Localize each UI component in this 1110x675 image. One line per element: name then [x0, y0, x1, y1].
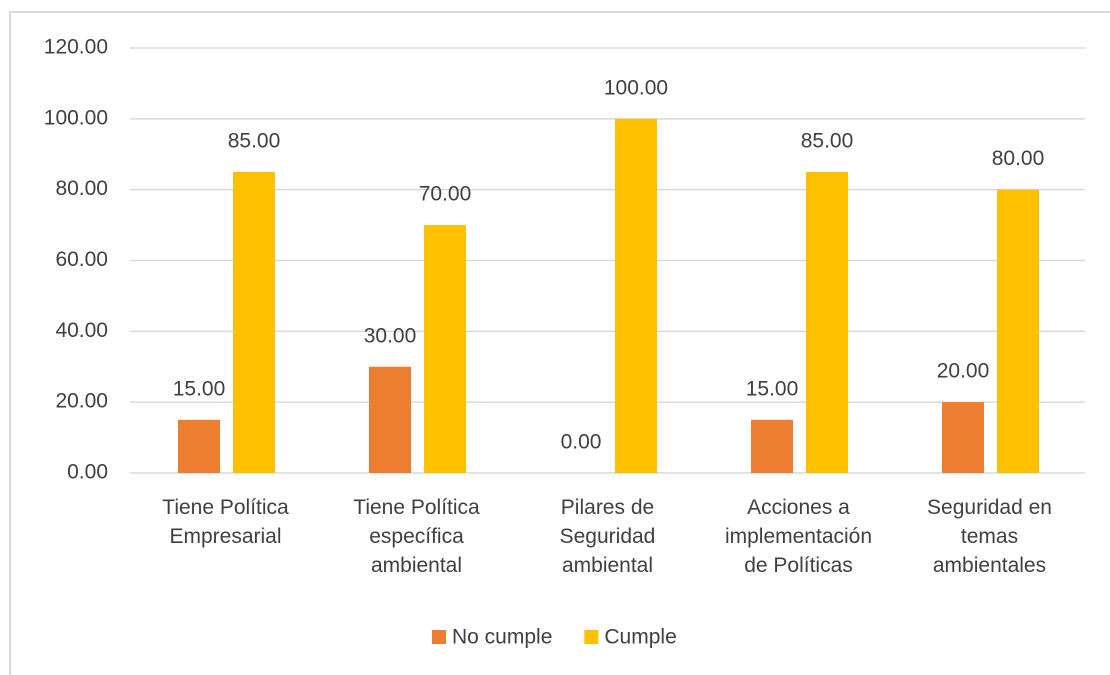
y-tick-label: 120.00	[44, 36, 108, 59]
data-label: 30.00	[364, 324, 417, 347]
legend-label: Cumple	[604, 626, 676, 649]
x-tick-label: Pilares de Seguridad ambiental	[559, 496, 656, 577]
bar	[615, 118, 657, 473]
data-label: 85.00	[228, 130, 281, 153]
bar	[424, 225, 466, 473]
x-tick-label: Acciones a implementación de Políticas	[724, 496, 873, 577]
data-label: 100.00	[604, 76, 668, 99]
x-tick-label: Seguridad en temas ambientales	[927, 496, 1052, 577]
bar	[751, 419, 793, 473]
bar	[806, 171, 848, 474]
y-tick-label: 20.00	[55, 390, 108, 413]
legend-swatch	[584, 630, 599, 644]
frame	[9, 11, 1110, 675]
y-tick-label: 100.00	[44, 106, 108, 129]
bar	[997, 189, 1039, 473]
y-tick-label: 40.00	[55, 319, 108, 342]
y-tick-label: 0.00	[67, 461, 108, 484]
data-label: 85.00	[801, 130, 854, 153]
legend-label: No cumple	[452, 626, 552, 649]
data-label: 20.00	[937, 360, 990, 383]
x-tick-label: Tiene Política Empresarial	[162, 496, 289, 548]
bar	[233, 171, 275, 474]
legend-swatch	[432, 630, 446, 644]
bar	[942, 402, 984, 473]
data-label: 15.00	[746, 377, 799, 400]
y-tick-label: 60.00	[55, 248, 108, 271]
x-tick-label: Tiene Política específica ambiental	[353, 496, 480, 577]
y-tick-label: 80.00	[55, 177, 108, 200]
data-label: 70.00	[419, 183, 472, 206]
data-label: 15.00	[173, 377, 226, 400]
bar	[369, 366, 411, 473]
bar	[178, 419, 220, 473]
data-label: 0.00	[561, 431, 602, 454]
data-label: 80.00	[992, 147, 1045, 170]
